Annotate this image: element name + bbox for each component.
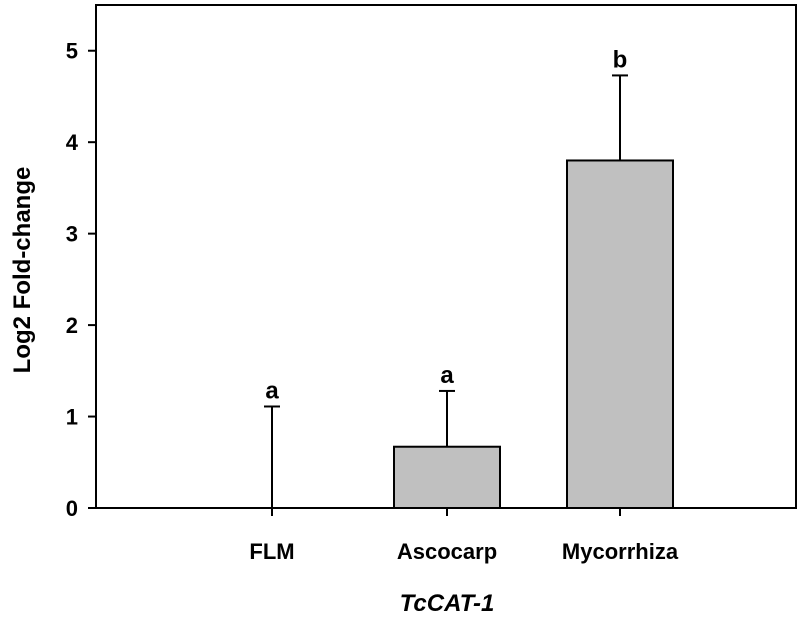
y-tick-label: 0	[66, 496, 78, 521]
x-category-label: Ascocarp	[397, 539, 497, 564]
bars	[264, 74, 674, 510]
y-tick-label: 1	[66, 405, 78, 430]
axes	[88, 4, 797, 516]
significance-label: a	[440, 362, 454, 389]
x-category-label: FLM	[249, 539, 294, 564]
bar-mycorrhiza	[566, 159, 674, 510]
x-category-label: Mycorrhiza	[562, 539, 679, 564]
bar-ascocarp	[393, 445, 501, 510]
y-tick-label: 4	[66, 130, 79, 155]
x-axis-title: TcCAT-1	[400, 590, 495, 617]
y-axis-title: Log2 Fold-change	[9, 167, 36, 374]
significance-label: a	[265, 377, 279, 404]
y-tick-label: 5	[66, 39, 78, 64]
y-tick-label: 2	[66, 313, 78, 338]
y-tick-label: 3	[66, 222, 78, 247]
significance-label: b	[613, 46, 628, 73]
labels: 0 1 2 3 4 5 a FLM a Ascocarp b Mycorrhiza	[66, 39, 679, 564]
